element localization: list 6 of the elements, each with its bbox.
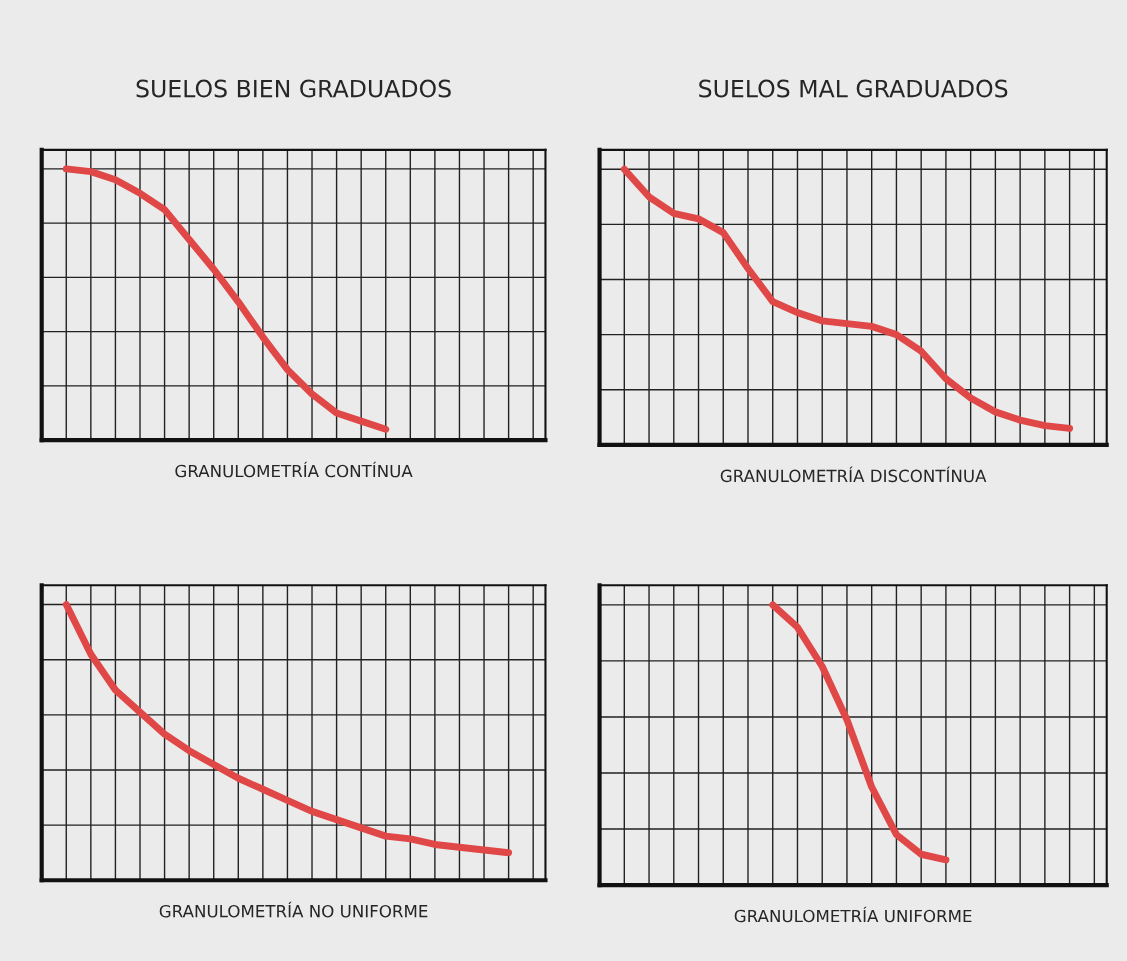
x-axis-title: GRANULOMETRÍA CONTÍNUA xyxy=(175,461,413,478)
chart-title: SUELOS MAL GRADUADOS xyxy=(699,79,1008,98)
x-axis-title: GRANULOMETRÍA DISCONTÍNUA xyxy=(720,466,987,483)
x-axis-title: GRANULOMETRÍA NO UNIFORME xyxy=(159,901,428,918)
x-axis-title: GRANULOMETRÍA UNIFORME xyxy=(734,906,972,923)
chart-title: SUELOS BIEN GRADUADOS xyxy=(136,79,451,98)
